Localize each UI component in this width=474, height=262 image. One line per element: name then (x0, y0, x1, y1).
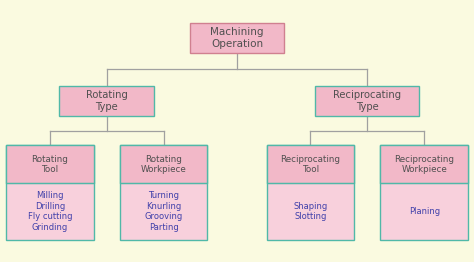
FancyBboxPatch shape (380, 145, 468, 240)
Text: Turning
Knurling
Grooving
Parting: Turning Knurling Grooving Parting (145, 191, 182, 232)
Text: Machining
Operation: Machining Operation (210, 27, 264, 49)
Text: Rotating
Workpiece: Rotating Workpiece (141, 155, 186, 174)
FancyBboxPatch shape (6, 145, 94, 183)
Text: Reciprocating
Type: Reciprocating Type (333, 90, 401, 112)
FancyBboxPatch shape (119, 145, 207, 240)
FancyBboxPatch shape (380, 145, 468, 183)
Text: Rotating
Tool: Rotating Tool (31, 155, 68, 174)
FancyBboxPatch shape (6, 145, 94, 240)
Text: Rotating
Type: Rotating Type (86, 90, 128, 112)
FancyBboxPatch shape (119, 145, 207, 183)
FancyBboxPatch shape (190, 23, 284, 53)
FancyBboxPatch shape (266, 145, 354, 240)
Text: Milling
Drilling
Fly cutting
Grinding: Milling Drilling Fly cutting Grinding (27, 191, 72, 232)
Text: Reciprocating
Tool: Reciprocating Tool (281, 155, 340, 174)
Text: Shaping
Slotting: Shaping Slotting (293, 202, 328, 221)
FancyBboxPatch shape (315, 86, 419, 116)
Text: Reciprocating
Workpiece: Reciprocating Workpiece (394, 155, 454, 174)
FancyBboxPatch shape (266, 145, 354, 183)
FancyBboxPatch shape (59, 86, 154, 116)
Text: Planing: Planing (409, 207, 440, 216)
